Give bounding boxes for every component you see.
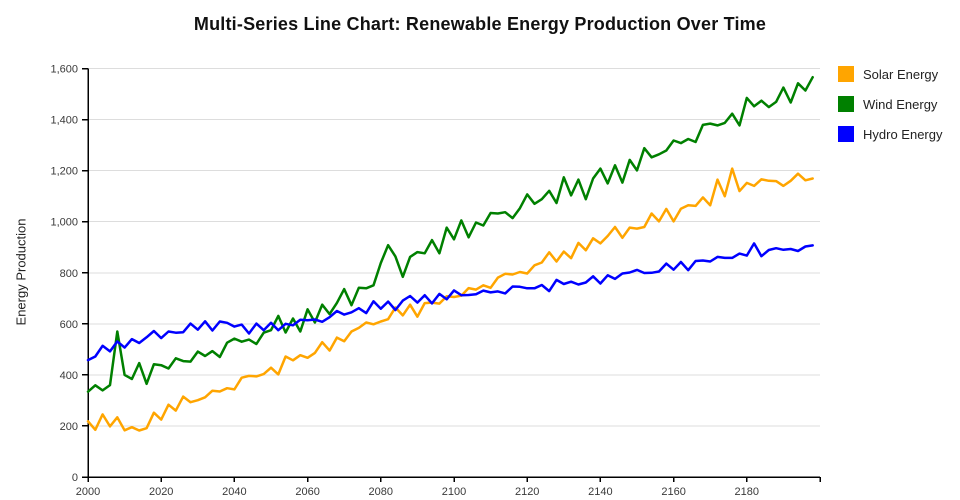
x-tick-label: 2040	[222, 486, 246, 498]
y-tick-label: 1,000	[50, 217, 78, 229]
y-tick-label: 800	[60, 268, 78, 280]
legend-swatch-hydro	[838, 126, 854, 142]
legend-label-solar: Solar Energy	[863, 66, 939, 82]
x-tick-label: 2060	[295, 486, 319, 498]
legend-swatch-wind	[838, 96, 854, 112]
x-tick-label: 2100	[442, 486, 466, 498]
legend-item-solar[interactable]: Solar Energy	[838, 66, 942, 82]
y-tick-label: 1,400	[50, 115, 78, 127]
x-tick-label: 2120	[515, 486, 539, 498]
chart-title: Multi-Series Line Chart: Renewable Energ…	[193, 14, 767, 34]
x-tick-label: 2140	[588, 486, 612, 498]
legend-item-wind[interactable]: Wind Energy	[838, 96, 942, 112]
series-line-solar-energy	[86, 167, 814, 432]
legend-label-hydro: Hydro Energy	[863, 126, 943, 142]
y-tick-label: 400	[60, 370, 78, 382]
y-tick-label: 0	[72, 472, 78, 484]
x-tick-label: 2180	[735, 486, 759, 498]
y-tick-label: 1,200	[50, 166, 78, 178]
x-tick-label: 2080	[369, 486, 393, 498]
y-tick-label: 1,600	[50, 64, 78, 76]
y-tick-label: 600	[60, 319, 78, 331]
legend-label-wind: Wind Energy	[863, 96, 938, 112]
legend-swatch-solar	[838, 66, 854, 82]
x-tick-label: 2160	[661, 486, 685, 498]
y-tick-label: 200	[60, 421, 78, 433]
series-line-wind-energy	[86, 75, 814, 393]
legend-item-hydro[interactable]: Hydro Energy	[838, 126, 942, 142]
series-line-hydro-energy	[86, 242, 814, 362]
legend: Solar Energy Wind Energy Hydro Energy	[838, 66, 942, 156]
x-tick-label: 2020	[149, 486, 173, 498]
x-tick-label: 2000	[76, 486, 100, 498]
